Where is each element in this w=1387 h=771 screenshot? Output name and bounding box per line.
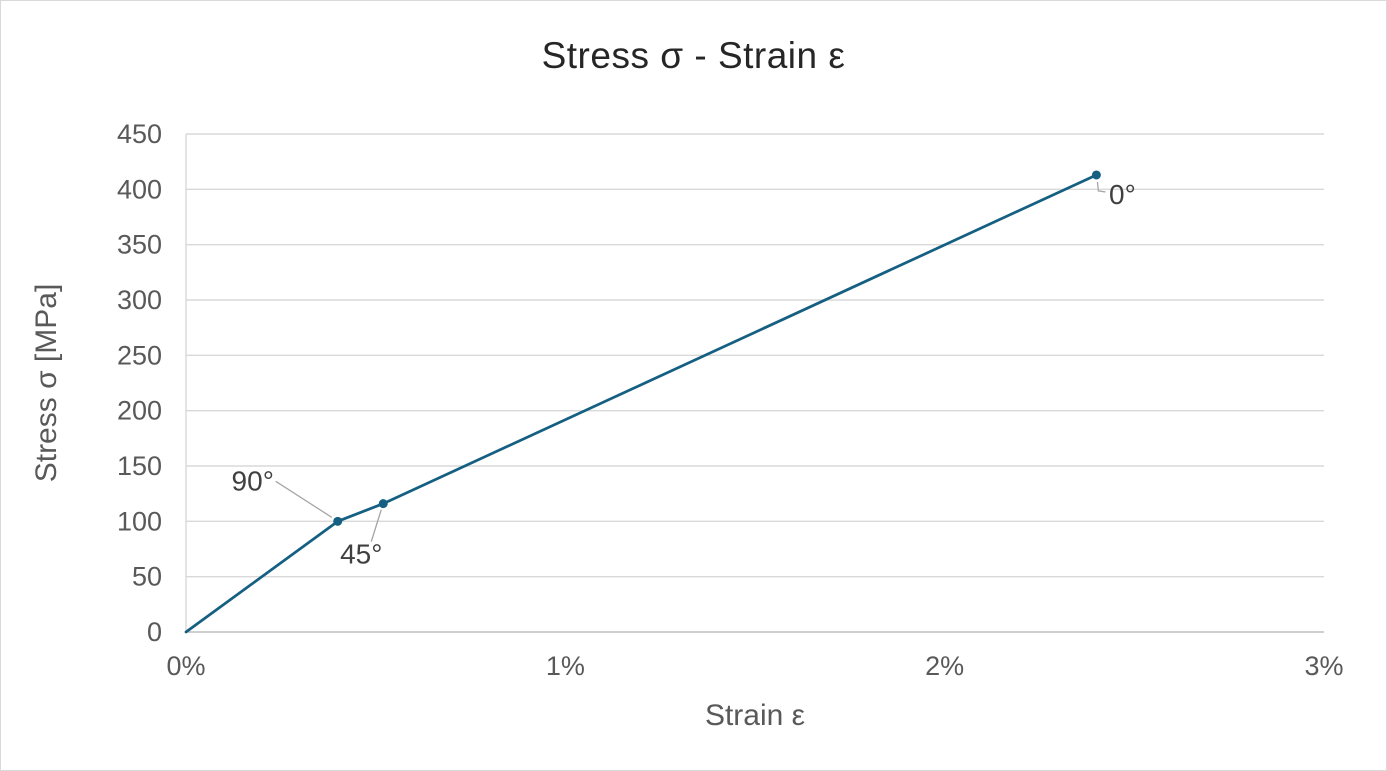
x-tick-label: 0% — [166, 651, 205, 681]
y-tick-label: 250 — [117, 340, 162, 370]
data-label-leader-line — [275, 480, 333, 518]
data-point-label: 0° — [1109, 179, 1136, 210]
data-label-leader-line — [1096, 181, 1106, 193]
x-tick-label: 3% — [1304, 651, 1343, 681]
y-tick-label: 400 — [117, 174, 162, 204]
data-point-marker — [378, 499, 388, 509]
data-point-marker — [1091, 170, 1101, 180]
data-label-leader-line — [370, 509, 382, 542]
y-tick-label: 200 — [117, 396, 162, 426]
y-tick-label: 300 — [117, 285, 162, 315]
y-tick-label: 0 — [147, 617, 162, 647]
data-point-label: 45° — [340, 539, 382, 570]
data-point-marker — [333, 516, 343, 526]
x-tick-label: 1% — [546, 651, 585, 681]
series-line — [184, 173, 1098, 634]
data-point-label: 90° — [232, 465, 274, 496]
y-tick-label: 150 — [117, 451, 162, 481]
x-axis-title: Strain ε — [704, 699, 806, 732]
y-tick-label: 450 — [117, 119, 162, 149]
y-tick-label: 50 — [132, 562, 162, 592]
x-tick-label: 2% — [925, 651, 964, 681]
y-tick-label: 100 — [117, 506, 162, 536]
y-tick-label: 350 — [117, 230, 162, 260]
chart-title: Stress σ - Strain ε — [541, 35, 846, 76]
